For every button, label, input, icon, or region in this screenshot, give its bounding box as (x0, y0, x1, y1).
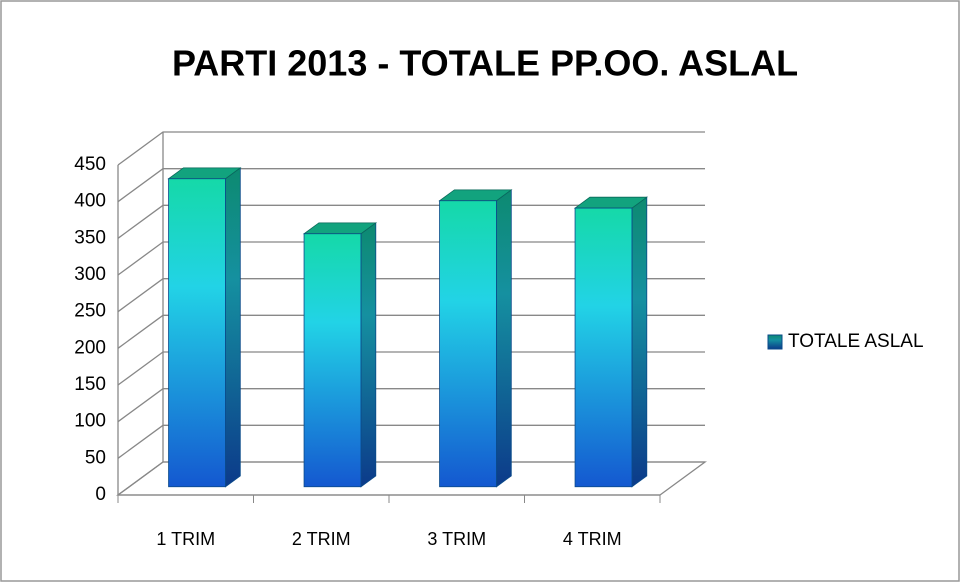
y-tick-label: 100 (74, 411, 106, 432)
bar (439, 200, 497, 488)
y-tick-label: 350 (74, 227, 106, 248)
y-tick-label: 200 (74, 337, 106, 358)
bar (168, 178, 226, 488)
chart-title: PARTI 2013 - TOTALE PP.OO. ASLAL (172, 43, 798, 84)
y-tick-label: 400 (74, 191, 106, 212)
y-tick-label: 450 (74, 154, 106, 175)
x-tick-label: 3 TRIM (427, 529, 486, 549)
y-tick-label: 50 (85, 447, 106, 468)
x-tick-label: 1 TRIM (156, 529, 215, 549)
legend-label: TOTALE ASLAL (788, 331, 924, 352)
x-tick-label: 2 TRIM (292, 529, 351, 549)
y-tick-label: 0 (95, 484, 106, 505)
bar-side (631, 196, 648, 488)
y-tick-label: 150 (74, 374, 106, 395)
y-tick-label: 250 (74, 301, 106, 322)
bar-side (360, 222, 377, 488)
x-tick-label: 4 TRIM (563, 529, 622, 549)
bar-side (225, 167, 241, 488)
y-tick-label: 300 (74, 264, 106, 285)
bar (574, 207, 633, 488)
bar-side (496, 189, 512, 488)
legend-swatch (767, 334, 783, 350)
bar (303, 233, 362, 488)
